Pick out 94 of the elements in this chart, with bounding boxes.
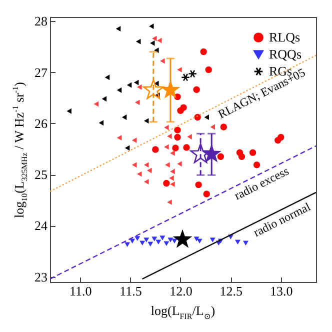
point [142,79,164,100]
point [187,134,192,140]
point [194,236,200,242]
point [124,145,130,151]
point [102,96,107,102]
point [134,236,140,241]
point [164,124,169,130]
point [150,40,155,46]
point [160,80,180,98]
point [116,87,122,93]
point [140,240,146,246]
point [170,150,175,156]
point [177,161,182,167]
y-tick-label: 28 [34,14,48,29]
point [132,162,137,168]
y-tick-label: 25 [34,167,48,182]
point [152,146,159,153]
point [170,168,175,174]
point [157,38,162,44]
point [200,48,207,56]
point [183,144,190,151]
point [193,86,200,93]
point [98,120,104,126]
point [144,238,150,242]
point [156,240,162,244]
point [278,134,284,141]
point [168,238,174,242]
point [132,138,137,144]
point [210,124,215,130]
legend-label: RLQs [269,30,300,44]
point [160,58,165,64]
point [190,143,211,164]
point [149,23,154,29]
point [210,238,216,242]
point [167,199,172,205]
x-tick-label: 11.5 [120,284,142,298]
point [195,181,202,188]
point [136,38,141,44]
point [174,134,181,141]
point [165,162,170,168]
point [172,238,178,244]
point [152,236,158,242]
point [147,168,152,174]
y-tick-label: 23 [34,269,48,284]
y-tick-label: 27 [34,64,48,80]
point [167,133,172,139]
point [220,124,228,130]
point [170,182,175,188]
y-tick-label: 26 [34,116,48,131]
point [204,114,209,120]
point [134,100,140,106]
point [249,149,256,156]
point [160,236,166,240]
point [164,144,169,150]
point [122,114,127,120]
point [144,162,149,168]
point [217,153,224,160]
point [136,171,142,177]
point [134,80,139,86]
x-axis-title: log(L$_{FIR}$/L$_{⊙}$) [150,303,216,321]
point [130,238,136,244]
y-tick-label: 24 [34,218,48,234]
x-tick-label: 11.0 [69,284,92,298]
x-tick-label: 13.0 [270,284,293,298]
point [177,107,184,114]
point [144,118,149,124]
point [205,66,212,74]
point [94,101,99,107]
point [152,36,157,42]
point [124,242,130,248]
point [172,144,179,152]
point [136,84,142,90]
point [154,48,159,53]
point [203,190,210,198]
point [169,175,174,181]
point [116,134,122,140]
x-tick-label: 12.0 [170,284,192,298]
legend-label: RQQs [269,46,302,62]
point [163,180,170,187]
point [177,66,182,72]
point [148,242,154,247]
point [174,126,181,134]
text: radio excess [232,164,292,203]
point [234,240,240,244]
point [242,240,248,246]
point [116,26,121,32]
point [126,82,132,88]
x-tick-label: 12.5 [220,284,243,298]
point [104,74,110,80]
point [66,108,72,114]
point [253,162,260,168]
point [172,229,192,248]
point [238,153,246,160]
point [194,114,201,121]
